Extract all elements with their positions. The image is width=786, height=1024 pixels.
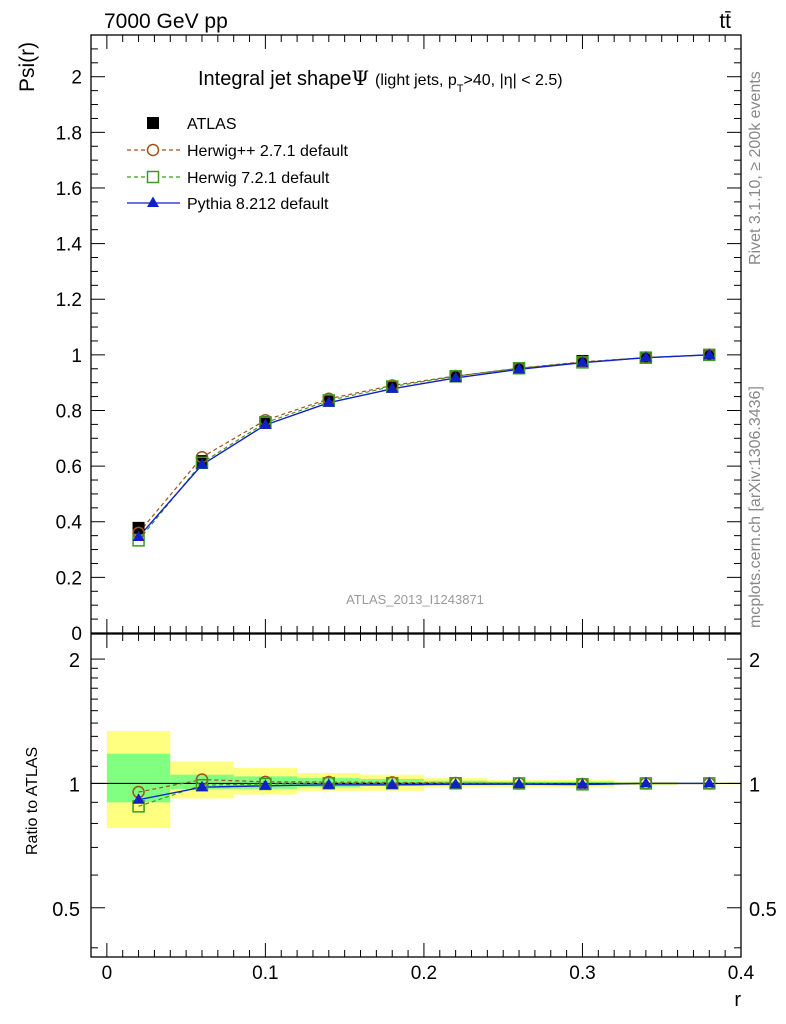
ratio-ytick-label-right: 2 — [749, 650, 760, 672]
main-series-markers — [132, 348, 716, 547]
ratio-point-pythia-8-212-default-3 — [322, 778, 335, 789]
main-point-pythia-8-212-default-5 — [449, 371, 462, 382]
ratio-point-pythia-8-212-default-2 — [259, 779, 272, 790]
main-point-pythia-8-212-default-9 — [703, 348, 716, 359]
ratio-point-pythia-8-212-default-9 — [703, 776, 716, 788]
source-label: mcplots.cern.ch [arXiv:1306.3436] — [747, 386, 764, 628]
main-ytick-label: 0.4 — [56, 513, 83, 534]
ratio-point-pythia-8-212-default-1 — [195, 780, 208, 792]
x-tick-label: 0 — [102, 963, 113, 984]
main-point-pythia-8-212-default-2 — [259, 418, 272, 429]
ratio-point-pythia-8-212-default-6 — [513, 777, 526, 789]
legend-marker-herwig7 — [146, 170, 160, 184]
legend-label-atlas: ATLAS — [187, 116, 237, 133]
ratio-y-axis-label: Ratio to ATLAS — [24, 747, 41, 855]
ratio-ytick-label: 1 — [69, 774, 80, 796]
main-ytick-label: 1.6 — [56, 179, 82, 200]
ratio-ytick-label-right: 1 — [749, 774, 760, 796]
main-ytick-label: 0 — [71, 624, 82, 645]
main-ytick-label: 0.2 — [56, 568, 82, 589]
ratio-point-herwig-7-2-1-default-5 — [449, 776, 462, 790]
ratio-series-lines — [138, 778, 710, 807]
main-point-pythia-8-212-default-1 — [195, 458, 208, 469]
analysis-watermark: ATLAS_2013_I1243871 — [346, 592, 484, 607]
main-ytick-label: 1.4 — [56, 235, 83, 256]
main-point-pythia-8-212-default-8 — [639, 351, 652, 362]
main-line-pythia-8-212-default — [138, 354, 710, 538]
main-title-text: Integral jet shape — [198, 68, 351, 90]
header-left-label: 7000 GeV pp — [104, 10, 228, 33]
ratio-point-pythia-8-212-default-7 — [576, 777, 589, 789]
main-title-detail: (light jets, p — [375, 72, 457, 89]
main-title-tail: >40, |η| < 2.5) — [464, 72, 563, 89]
ratio-panel-bands — [91, 730, 741, 828]
ratio-panel-frame — [90, 633, 742, 958]
main-ytick-label: 1.8 — [56, 123, 82, 144]
legend-marker-atlas — [147, 117, 159, 129]
ratio-line-pythia-8-212-default — [138, 782, 710, 801]
main-point-pythia-8-212-default-7 — [576, 356, 589, 367]
main-line-herwig-7-2-1-default — [138, 354, 710, 541]
main-ytick-label: 0.8 — [56, 401, 82, 422]
ratio-ytick-label: 0.5 — [52, 899, 80, 921]
ratio-series-markers — [132, 773, 716, 813]
ratio-point-pythia-8-212-default-4 — [386, 778, 399, 789]
main-ytick-label: 2 — [71, 68, 82, 89]
main-title-subscript: T — [457, 83, 464, 95]
main-point-pythia-8-212-default-0 — [132, 530, 145, 542]
ratio-point-pythia-8-212-default-5 — [449, 777, 462, 789]
main-title: Integral jet shapeΨ (light jets, pT>40, |… — [198, 66, 563, 95]
main-point-pythia-8-212-default-3 — [322, 396, 335, 407]
ratio-axis-ticks: 0.5 0.5 1 1 2 2 0 0.1 0.2 0.3 0.4 — [52, 634, 777, 984]
main-ytick-label: 0.6 — [56, 457, 82, 478]
legend: ATLAS Herwig++ 2.7.1 default Herwig 7.2.… — [127, 116, 349, 213]
x-tick-label: 0.4 — [728, 963, 755, 984]
main-panel-frame — [90, 34, 742, 634]
x-tick-label: 0.3 — [569, 963, 595, 984]
x-axis-label: r — [734, 989, 741, 1011]
x-tick-label: 0.1 — [252, 963, 278, 984]
main-ytick-label: 1.2 — [56, 290, 82, 311]
legend-label-pythia: Pythia 8.212 default — [187, 196, 329, 213]
legend-label-herwigpp: Herwig++ 2.7.1 default — [187, 143, 349, 160]
main-point-pythia-8-212-default-4 — [386, 382, 399, 393]
ratio-ytick-label-right: 0.5 — [749, 899, 777, 921]
main-ytick-label: 1 — [71, 346, 82, 367]
x-tick-label: 0.2 — [411, 963, 437, 984]
main-y-axis-label: Psi(r) — [16, 42, 39, 92]
ratio-point-pythia-8-212-default-8 — [639, 776, 652, 788]
ratio-ytick-label: 2 — [69, 650, 80, 672]
legend-label-herwig7: Herwig 7.2.1 default — [187, 170, 330, 187]
main-point-herwig-7-2-1-default-6 — [512, 361, 526, 375]
main-series-lines — [138, 354, 710, 541]
legend-marker-pythia — [147, 196, 159, 207]
main-axis-ticks: 0 0.2 0.4 0.6 0.8 1 1.2 1.4 1.6 1.8 2 — [56, 34, 742, 645]
legend-marker-herwigpp — [146, 143, 160, 157]
main-title-symbol: Ψ — [351, 66, 369, 90]
main-point-pythia-8-212-default-6 — [513, 362, 526, 374]
header-right-label: tt̄ — [719, 10, 731, 33]
ratio-point-pythia-8-212-default-0 — [132, 793, 145, 804]
rivet-label: Rivet 3.1.10, ≥ 200k events — [747, 71, 764, 265]
